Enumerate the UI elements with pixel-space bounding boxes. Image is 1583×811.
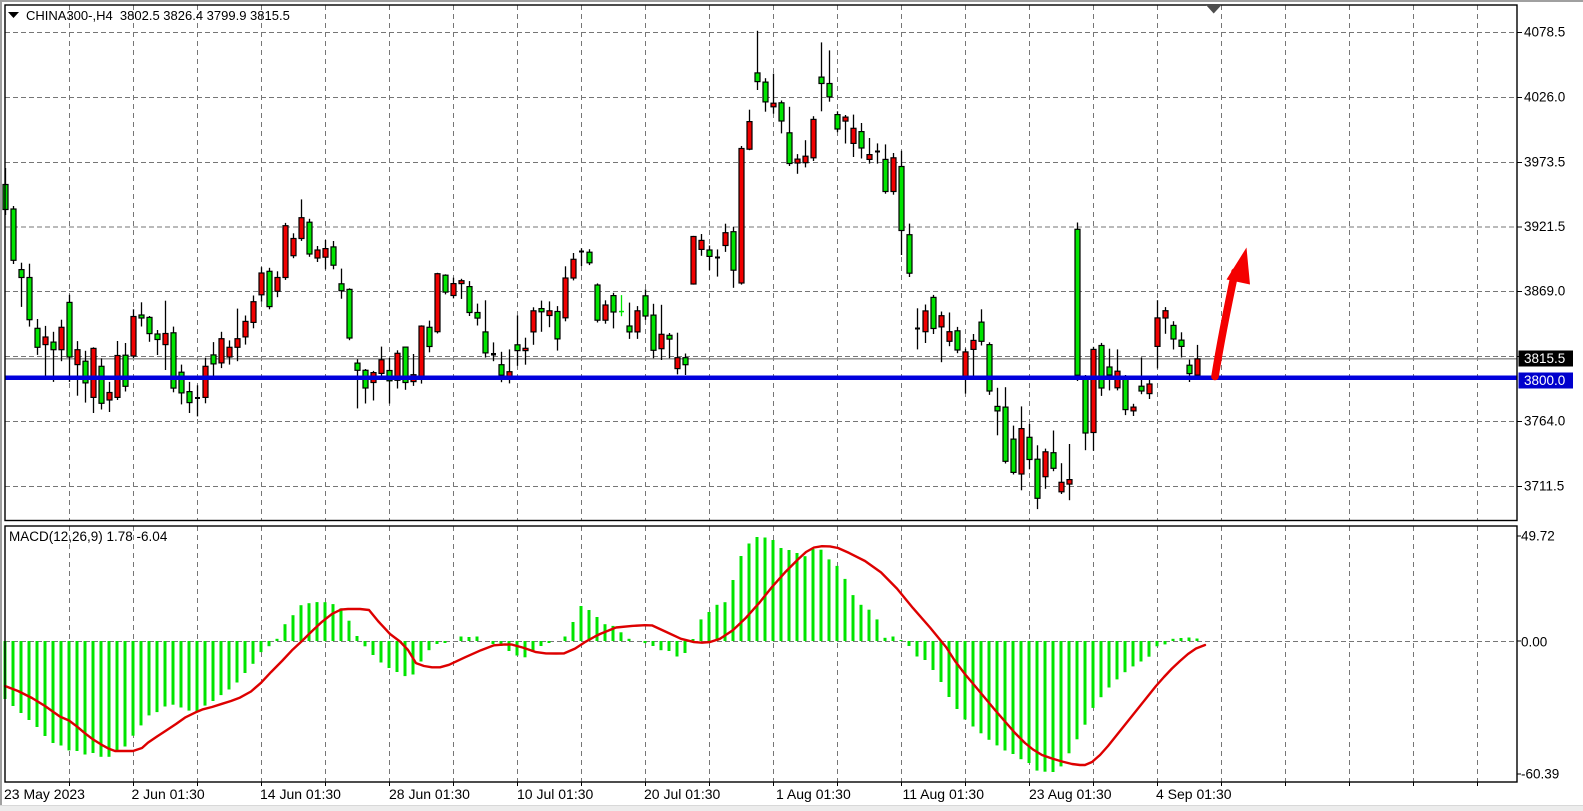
svg-text:4 Sep 01:30: 4 Sep 01:30 <box>1156 786 1232 802</box>
svg-text:49.72: 49.72 <box>1521 529 1555 544</box>
svg-text:3800.0: 3800.0 <box>1524 373 1565 388</box>
svg-text:3921.5: 3921.5 <box>1524 219 1565 234</box>
svg-text:MACD(12,26,9) 1.78 -6.04: MACD(12,26,9) 1.78 -6.04 <box>9 529 168 544</box>
svg-text:CHINA300-,H4 3802.5 3826.4 37: CHINA300-,H4 3802.5 3826.4 3799.9 3815.5 <box>26 8 290 23</box>
svg-text:3869.0: 3869.0 <box>1524 284 1565 299</box>
svg-text:2 Jun 01:30: 2 Jun 01:30 <box>132 786 205 802</box>
svg-text:1 Aug 01:30: 1 Aug 01:30 <box>776 786 851 802</box>
svg-text:28 Jun 01:30: 28 Jun 01:30 <box>389 786 470 802</box>
svg-text:23 May 2023: 23 May 2023 <box>4 786 85 802</box>
svg-text:4026.0: 4026.0 <box>1524 90 1565 105</box>
svg-text:14 Jun 01:30: 14 Jun 01:30 <box>260 786 341 802</box>
svg-text:3815.5: 3815.5 <box>1524 351 1565 366</box>
svg-text:3711.5: 3711.5 <box>1524 479 1564 494</box>
svg-text:-60.39: -60.39 <box>1521 767 1559 782</box>
svg-text:10 Jul 01:30: 10 Jul 01:30 <box>517 786 593 802</box>
svg-text:20 Jul 01:30: 20 Jul 01:30 <box>644 786 720 802</box>
svg-text:3764.0: 3764.0 <box>1524 414 1565 429</box>
svg-text:3973.5: 3973.5 <box>1524 155 1565 170</box>
svg-text:23 Aug 01:30: 23 Aug 01:30 <box>1029 786 1112 802</box>
svg-text:11 Aug 01:30: 11 Aug 01:30 <box>903 786 985 802</box>
svg-text:4078.5: 4078.5 <box>1524 25 1565 40</box>
svg-text:0.00: 0.00 <box>1521 635 1547 650</box>
